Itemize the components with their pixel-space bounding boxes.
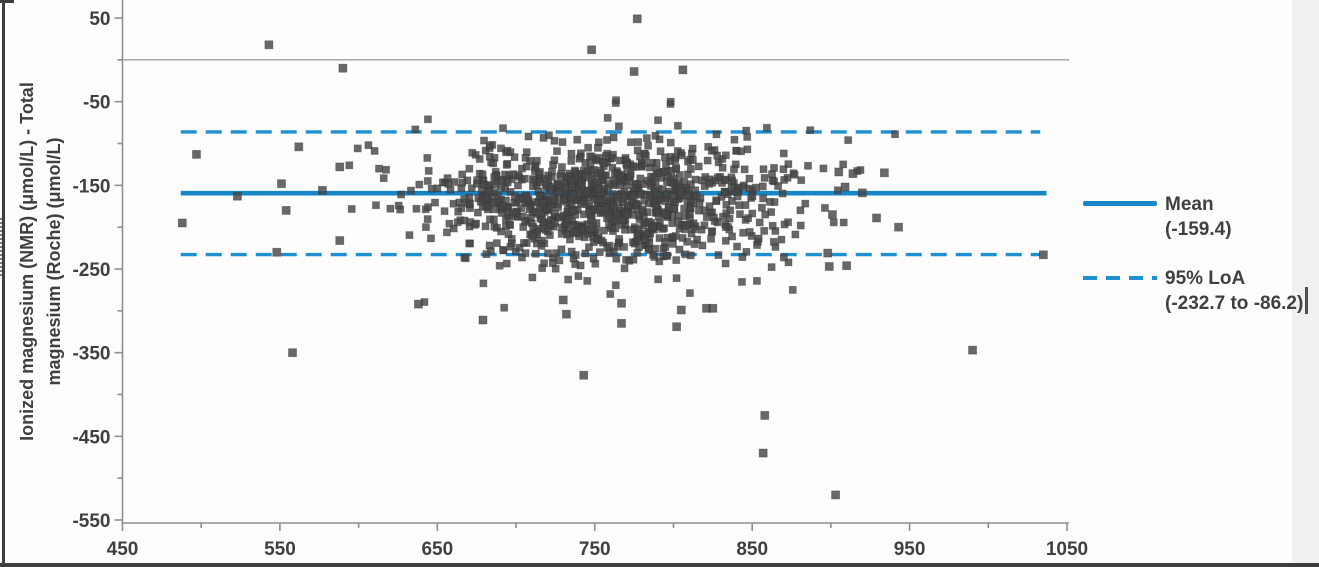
legend-loa-value: (-232.7 to -86.2) [1165,293,1304,314]
legend-loa-label: 95% LoA [1165,268,1246,289]
axes [114,0,1069,531]
x-tick-label: 650 [421,539,453,560]
left-edge-line [2,0,5,567]
legend-item-mean: Mean (-159.4) [1083,192,1303,242]
left-edge-dots [0,218,2,276]
x-tick-label: 450 [107,539,139,560]
y-axis-title-line2: magnesium (Roche) (μmol/L) [44,137,64,386]
y-tick-label: -550 [72,511,110,532]
legend-mean-label: Mean [1165,194,1214,215]
y-axis-title-line1: Ionized magnesium (NMR) (μmol/L) - Total [17,82,37,441]
x-tick-label: 550 [264,539,296,560]
x-tick-label: 750 [579,539,611,560]
tick-labels: 50 -50 -150 -250 -350 -450 -550 450 550 650 750 850… [72,9,1088,560]
y-tick-label: -50 [83,93,110,114]
y-tick-label: 50 [89,9,110,30]
y-axis-title: Ionized magnesium (NMR) (μmol/L) - Total… [14,0,68,523]
x-tick-label: 850 [736,539,768,560]
y-tick-label: -450 [72,427,110,448]
scatter-points [177,14,1048,500]
x-tick-label: 1050 [1046,539,1088,560]
x-tick-label: 950 [894,539,926,560]
loa-line-sample [1083,276,1157,280]
y-tick-label: -250 [72,260,110,281]
mean-line-sample [1083,201,1157,206]
y-tick-label: -150 [72,176,110,197]
y-tick-label: -350 [72,344,110,365]
legend-item-loa: 95% LoA (-232.7 to -86.2) [1083,266,1303,316]
legend-mean-value: (-159.4) [1165,219,1232,240]
legend: Mean (-159.4) 95% LoA (-232.7 to -86.2) [1083,192,1303,340]
right-gray-strip [1292,0,1319,567]
top-edge-dash [0,0,14,3]
bottom-edge-line [0,563,1319,567]
text-cursor-artifact [1305,287,1308,314]
